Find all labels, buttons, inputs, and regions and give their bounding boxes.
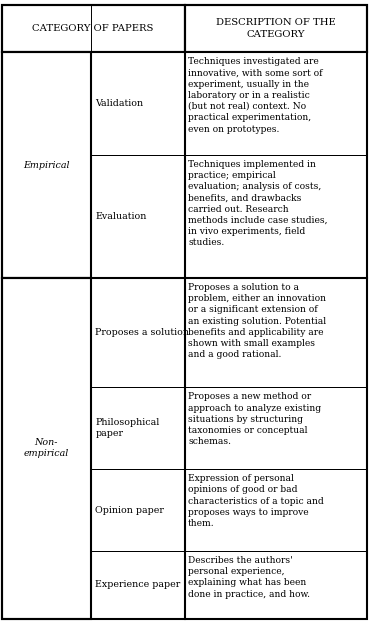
Bar — [91, 388, 184, 469]
Text: Philosophical
paper: Philosophical paper — [96, 418, 160, 439]
Text: DESCRIPTION OF THE
CATEGORY: DESCRIPTION OF THE CATEGORY — [216, 18, 336, 39]
Text: Proposes a solution to a
problem, either an innovation
or a significant extensio: Proposes a solution to a problem, either… — [188, 283, 326, 360]
Bar — [184, 278, 367, 388]
Text: Experience paper: Experience paper — [96, 580, 181, 590]
Text: Evaluation: Evaluation — [96, 212, 147, 221]
Text: Techniques investigated are
innovative, with some sort of
experiment, usually in: Techniques investigated are innovative, … — [188, 57, 323, 134]
Text: CATEGORY OF PAPERS: CATEGORY OF PAPERS — [32, 24, 154, 33]
Bar — [2, 52, 91, 278]
Text: Describes the authors'
personal experience,
explaining what has been
done in pra: Describes the authors' personal experien… — [188, 556, 310, 599]
Bar — [184, 551, 367, 619]
Text: Empirical: Empirical — [23, 160, 70, 170]
Bar — [184, 388, 367, 469]
Bar — [184, 52, 367, 155]
Text: Validation: Validation — [96, 99, 144, 108]
Bar — [91, 155, 184, 278]
Text: Expression of personal
opinions of good or bad
characteristics of a topic and
pr: Expression of personal opinions of good … — [188, 474, 324, 528]
Bar — [2, 278, 91, 619]
Bar — [2, 5, 184, 52]
Bar — [91, 278, 184, 388]
Bar — [91, 52, 184, 155]
Text: Techniques implemented in
practice; empirical
evaluation; analysis of costs,
ben: Techniques implemented in practice; empi… — [188, 160, 328, 248]
Text: Proposes a solution: Proposes a solution — [96, 328, 189, 337]
Text: Non-
empirical: Non- empirical — [24, 439, 69, 458]
Text: Opinion paper: Opinion paper — [96, 506, 164, 514]
Bar — [91, 551, 184, 619]
Bar — [184, 5, 367, 52]
Bar — [184, 469, 367, 551]
Bar — [91, 469, 184, 551]
Bar — [184, 155, 367, 278]
Text: Proposes a new method or
approach to analyze existing
situations by structuring
: Proposes a new method or approach to ana… — [188, 392, 321, 447]
